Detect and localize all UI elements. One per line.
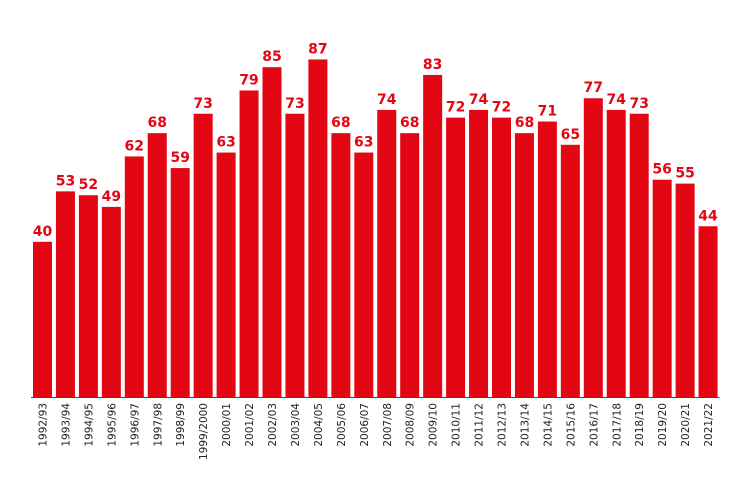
bar-1992/93 <box>33 241 52 397</box>
bar-2011/12 <box>469 109 489 397</box>
x-tick-label: 1999/2000 <box>198 403 210 460</box>
bar-2013/14 <box>514 133 534 397</box>
value-label: 87 <box>308 41 327 57</box>
x-tick-label: 1994/95 <box>83 403 95 447</box>
x-tick-label: 2007/08 <box>382 403 394 447</box>
x-tick-label: 2000/01 <box>221 403 233 447</box>
value-label: 74 <box>377 92 397 108</box>
x-tick-label: 1996/97 <box>129 403 141 447</box>
x-tick-label: 1993/94 <box>60 403 72 447</box>
bar-2012/13 <box>492 117 511 397</box>
x-tick-label: 1992/93 <box>38 403 50 447</box>
value-label: 77 <box>584 80 603 96</box>
x-tick-label: 2012/13 <box>497 403 509 447</box>
x-tick-label: 2021/22 <box>703 403 715 447</box>
value-label: 74 <box>607 92 627 108</box>
value-label: 73 <box>285 96 304 112</box>
bar-2004/05 <box>308 59 328 397</box>
bar-1994/95 <box>78 195 98 397</box>
bars <box>33 59 718 398</box>
value-label: 68 <box>148 115 167 131</box>
bar-2005/06 <box>331 133 351 397</box>
bar-2021/22 <box>698 226 718 397</box>
value-label: 63 <box>354 135 373 151</box>
x-tick-label: 2014/15 <box>542 403 554 447</box>
x-tick-label: 2011/12 <box>474 403 486 447</box>
bar-2009/10 <box>423 74 443 398</box>
bar-1995/96 <box>101 206 121 397</box>
x-tick-label: 2020/21 <box>680 403 692 447</box>
value-label: 73 <box>629 96 648 112</box>
value-label: 59 <box>170 150 189 166</box>
value-label: 40 <box>33 224 53 240</box>
x-tick-label: 1998/99 <box>175 403 187 447</box>
bar-1998/99 <box>170 168 190 397</box>
x-axis-ticks: 1992/93 1993/94 1994/95 1995/96 1996/97 1997/… <box>38 403 716 460</box>
bar-2018/19 <box>629 113 649 397</box>
x-tick-label: 1995/96 <box>106 403 118 447</box>
x-tick-label: 2015/16 <box>565 403 577 447</box>
x-tick-label: 2018/19 <box>634 403 646 447</box>
value-label: 79 <box>239 72 258 88</box>
x-tick-label: 2006/07 <box>359 403 371 447</box>
value-label: 85 <box>262 49 281 65</box>
bar-2003/04 <box>285 113 305 397</box>
bar-2015/16 <box>560 144 580 397</box>
value-label: 52 <box>79 177 98 193</box>
value-label: 68 <box>331 115 350 131</box>
bar-2007/08 <box>377 109 397 397</box>
x-tick-label: 1997/98 <box>152 403 164 447</box>
value-label: 44 <box>698 208 718 224</box>
bar-2006/07 <box>354 152 374 397</box>
x-tick-label: 2003/04 <box>290 403 302 447</box>
value-label: 63 <box>216 135 235 151</box>
bar-2010/11 <box>446 117 466 397</box>
value-label: 53 <box>56 173 75 189</box>
value-label: 55 <box>675 166 694 182</box>
bar-2019/20 <box>652 179 672 397</box>
bar-2014/15 <box>537 121 557 398</box>
bar-1996/97 <box>124 156 144 397</box>
value-label: 83 <box>423 57 442 73</box>
bar-2000/01 <box>216 152 236 397</box>
x-tick-label: 2005/06 <box>336 403 348 447</box>
value-label: 68 <box>400 115 419 131</box>
x-tick-label: 2013/14 <box>519 403 531 447</box>
value-label: 65 <box>561 127 580 143</box>
x-tick-label: 2017/18 <box>611 403 623 447</box>
x-tick-label: 2010/11 <box>451 403 463 447</box>
x-tick-label: 2004/05 <box>313 403 325 447</box>
bar-1993/94 <box>55 191 75 397</box>
bar-1997/98 <box>147 133 167 397</box>
value-label: 72 <box>492 100 511 116</box>
x-tick-label: 2002/03 <box>267 403 279 447</box>
x-tick-label: 2001/02 <box>244 403 256 447</box>
bar-2002/03 <box>262 67 282 397</box>
x-tick-label: 2008/09 <box>405 403 417 447</box>
value-label: 68 <box>515 115 534 131</box>
value-label: 62 <box>125 138 144 154</box>
x-tick-label: 2019/20 <box>657 403 669 447</box>
bar-2017/18 <box>606 109 626 397</box>
value-label: 49 <box>102 189 121 205</box>
x-tick-label: 2009/10 <box>428 403 440 447</box>
value-label: 73 <box>193 96 212 112</box>
bar-2001/02 <box>239 90 259 397</box>
value-label: 74 <box>469 92 489 108</box>
bar-1999/2000 <box>193 113 213 397</box>
value-label: 71 <box>538 104 557 120</box>
x-tick-label: 2016/17 <box>588 403 600 447</box>
value-label: 56 <box>652 162 671 178</box>
bar-2020/21 <box>675 183 695 397</box>
value-label: 72 <box>446 100 465 116</box>
bar-2008/09 <box>400 133 420 397</box>
bar-2016/17 <box>583 98 603 398</box>
